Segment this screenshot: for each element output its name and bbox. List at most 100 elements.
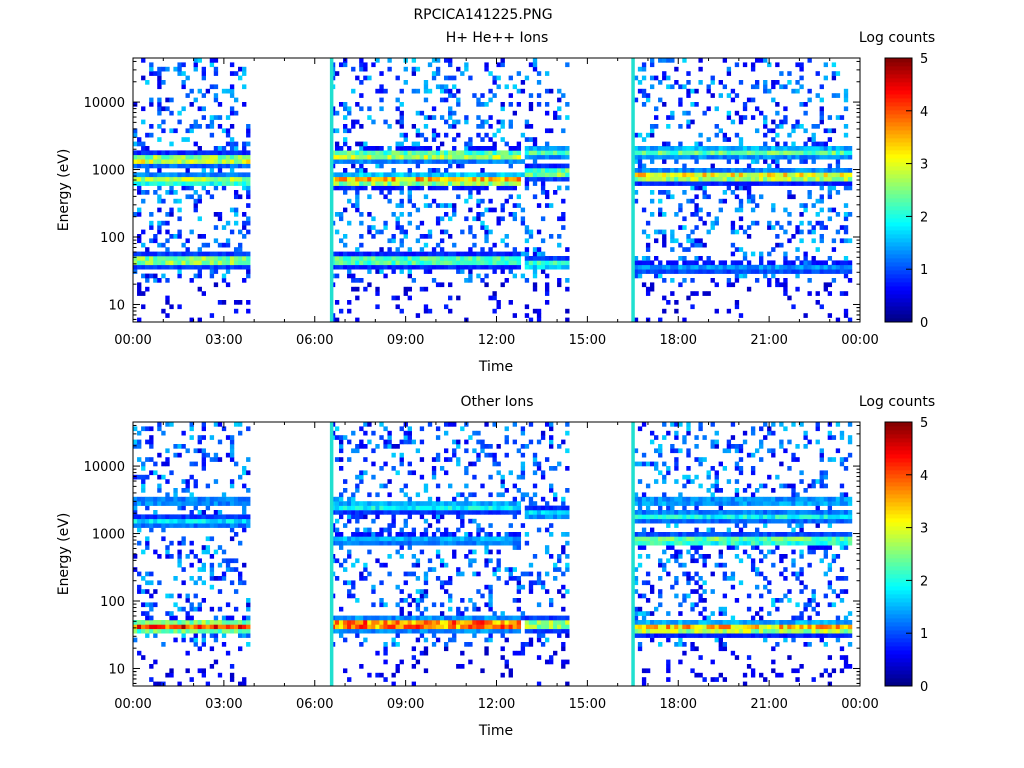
spectrogram-cell [439, 97, 445, 103]
spectrogram-cell [670, 260, 675, 266]
spectrogram-cell [456, 150, 461, 156]
spectrogram-cell [512, 624, 517, 630]
spectrogram-cell [799, 176, 804, 182]
spectrogram-cell [532, 150, 538, 156]
spectrogram-cell [431, 159, 437, 164]
spectrogram-cell [520, 273, 526, 279]
spectrogram-cell [742, 269, 748, 274]
spectrogram-cell [177, 229, 182, 235]
spectrogram-cell [468, 260, 473, 266]
spectrogram-cell [221, 146, 227, 151]
spectrogram-cell [407, 501, 412, 506]
colorbar-cell [885, 242, 912, 247]
spectrogram-cell [242, 141, 247, 147]
spectrogram-cell [137, 474, 142, 480]
spectrogram-cell [500, 251, 505, 257]
spectrogram-cell [641, 260, 647, 266]
spectrogram-cell [468, 185, 473, 191]
spectrogram-cell [141, 628, 146, 634]
colorbar-cell [885, 74, 912, 79]
spectrogram-cell [209, 115, 215, 120]
spectrogram-cell [423, 580, 429, 586]
spectrogram-cell [795, 119, 800, 125]
spectrogram-cell [649, 190, 655, 195]
spectrogram-cell [452, 448, 457, 454]
spectrogram-cell [338, 308, 344, 314]
spectrogram-cell [654, 633, 659, 638]
spectrogram-cell [492, 260, 497, 266]
spectrogram-cell [213, 620, 219, 625]
spectrogram-cell [161, 430, 166, 436]
spectrogram-cell [246, 642, 251, 647]
spectrogram-cell [516, 176, 522, 182]
spectrogram-cell [637, 505, 643, 511]
spectrogram-cell [730, 190, 736, 195]
spectrogram-cell [682, 225, 687, 230]
spectrogram-cell [641, 620, 647, 625]
spectrogram-cell [678, 146, 683, 151]
spectrogram-cell [137, 317, 142, 323]
spectrogram-cell [383, 501, 388, 506]
spectrogram-cell [189, 523, 194, 528]
spectrogram-cell [383, 176, 388, 182]
spectrogram-cell [807, 176, 812, 182]
spectrogram-cell [528, 124, 534, 129]
spectrogram-cell [435, 58, 441, 63]
spectrogram-cell [456, 620, 461, 625]
spectrogram-cell [520, 251, 526, 257]
spectrogram-cell [217, 496, 223, 502]
spectrogram-cell [516, 251, 522, 257]
spectrogram-cell [149, 273, 154, 279]
spectrogram-cell [452, 154, 457, 160]
spectrogram-cell [165, 295, 170, 301]
spectrogram-cell [334, 176, 340, 182]
spectrogram-cell [233, 247, 239, 252]
spectrogram-cell [678, 168, 683, 173]
spectrogram-cell [343, 106, 348, 112]
spectrogram-cell [524, 510, 530, 515]
spectrogram-cell [496, 501, 501, 506]
spectrogram-cell [637, 633, 643, 638]
spectrogram-cell [189, 88, 194, 94]
spectrogram-cell [229, 615, 235, 621]
colorbar-tick-label: 2 [920, 210, 928, 225]
spectrogram-cell [427, 176, 433, 182]
spectrogram-cell [347, 615, 352, 621]
spectrogram-cell [649, 282, 655, 288]
spectrogram-cell [177, 496, 182, 502]
spectrogram-cell [504, 234, 509, 239]
spectrogram-cell [343, 234, 348, 239]
spectrogram-cell [694, 102, 699, 107]
spectrogram-cell [383, 172, 388, 178]
spectrogram-cell [738, 168, 744, 173]
spectrogram-cell [209, 646, 215, 652]
spectrogram-cell [233, 422, 239, 427]
spectrogram-cell [133, 269, 138, 274]
spectrogram-cell [690, 88, 695, 94]
spectrogram-cell [496, 620, 501, 625]
spectrogram-cell [763, 154, 768, 160]
spectrogram-cell [698, 242, 703, 248]
spectrogram-cell [161, 159, 166, 164]
spectrogram-cell [520, 470, 526, 476]
spectrogram-cell [431, 251, 437, 257]
spectrogram-cell [137, 282, 142, 288]
spectrogram-cell [694, 256, 699, 261]
spectrogram-cell [185, 128, 190, 134]
spectrogram-cell [149, 163, 154, 169]
spectrogram-cell [431, 470, 437, 476]
spectrogram-cell [193, 207, 198, 213]
colorbar-cell [885, 202, 912, 207]
spectrogram-cell [654, 536, 659, 542]
spectrogram-cell [528, 422, 534, 427]
spectrogram-cell [803, 102, 808, 107]
spectrogram-cell [229, 523, 235, 528]
spectrogram-cell [524, 154, 530, 160]
spectrogram-cell [359, 624, 364, 630]
spectrogram-cell [169, 518, 174, 524]
spectrogram-cell [431, 137, 437, 142]
spectrogram-cell [367, 229, 372, 235]
spectrogram-cell [338, 633, 344, 638]
spectrogram-cell [670, 229, 675, 235]
spectrogram-cell [815, 220, 820, 226]
